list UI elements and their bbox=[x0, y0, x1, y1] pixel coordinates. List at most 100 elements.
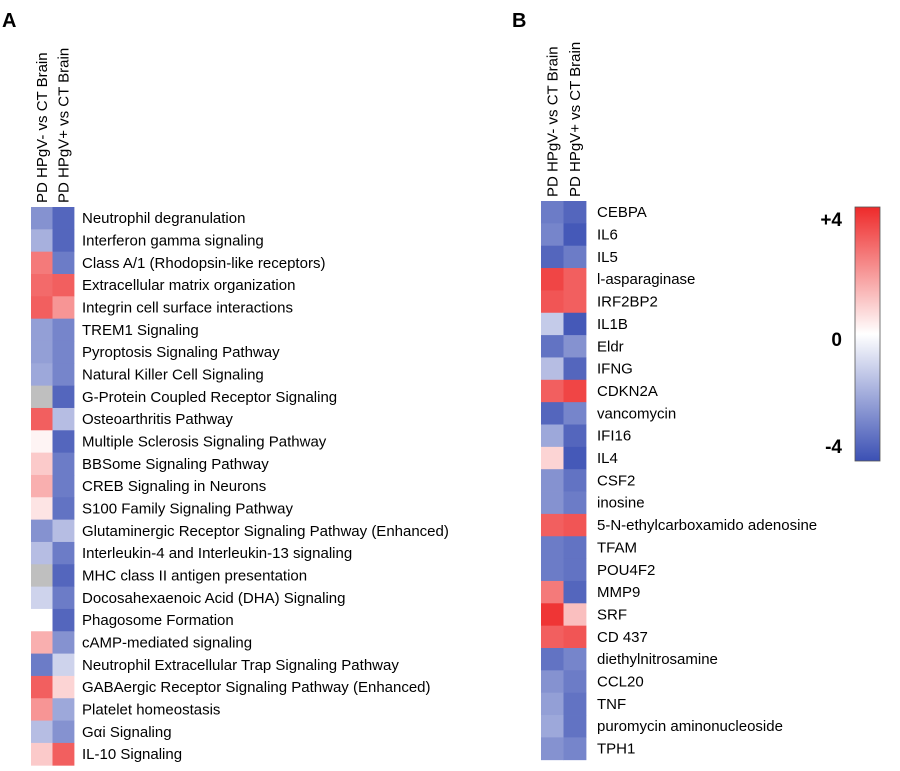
row-label: Osteoarthritis Pathway bbox=[82, 411, 233, 428]
panel-letter-b: B bbox=[512, 10, 526, 32]
row-label: S100 Family Signaling Pathway bbox=[82, 500, 293, 517]
row-label: Pyroptosis Signaling Pathway bbox=[82, 344, 280, 361]
row-label: IFNG bbox=[597, 361, 633, 378]
heatmap-panel-a: PD HPgV- vs CT Brain PD HPgV+ vs CT Brain… bbox=[31, 48, 449, 766]
heatmap-cell bbox=[31, 430, 53, 454]
color-scale-mid-label: 0 bbox=[831, 330, 842, 351]
row-label: POU4F2 bbox=[597, 562, 655, 579]
heatmap-cell bbox=[31, 631, 53, 654]
panel-letter-a: A bbox=[2, 10, 16, 32]
heatmap-cell bbox=[52, 407, 75, 431]
heatmap-cell bbox=[31, 698, 53, 721]
row-label: IL5 bbox=[597, 249, 618, 266]
heatmap-cell bbox=[563, 379, 587, 403]
heatmap-cell bbox=[563, 491, 587, 515]
heatmap-cell bbox=[52, 720, 75, 744]
row-label: TPH1 bbox=[597, 741, 635, 758]
heatmap-cell bbox=[541, 469, 564, 492]
row-label: Interferon gamma signaling bbox=[82, 232, 264, 249]
heatmap-cell bbox=[31, 653, 53, 677]
heatmap-cell bbox=[563, 223, 587, 247]
row-label: IL6 bbox=[597, 227, 618, 244]
heatmap-cell bbox=[563, 446, 587, 470]
heatmap-cell bbox=[563, 268, 587, 291]
heatmap-cell bbox=[31, 340, 53, 364]
heatmap-cell bbox=[541, 312, 564, 336]
row-label: IL-10 Signaling bbox=[82, 746, 182, 763]
row-label: CSF2 bbox=[597, 472, 635, 489]
heatmap-cell bbox=[563, 536, 587, 559]
heatmap-cell bbox=[563, 312, 587, 336]
heatmap-cell bbox=[541, 715, 564, 738]
row-label: CD 437 bbox=[597, 629, 648, 646]
heatmap-cell bbox=[563, 335, 587, 358]
heatmap-cell bbox=[52, 229, 75, 253]
heatmap-cell bbox=[52, 586, 75, 610]
row-label: Phagosome Formation bbox=[82, 612, 234, 629]
heatmap-cell bbox=[541, 424, 564, 448]
heatmap-cell bbox=[541, 670, 564, 694]
heatmap-cell bbox=[541, 648, 564, 671]
row-label: Multiple Sclerosis Signaling Pathway bbox=[82, 433, 327, 450]
heatmap-cell bbox=[541, 446, 564, 470]
row-label: Platelet homeostasis bbox=[82, 701, 220, 718]
heatmap-cell bbox=[541, 223, 564, 247]
row-label: cAMP-mediated signaling bbox=[82, 634, 252, 651]
row-label: l-asparaginase bbox=[597, 271, 695, 288]
row-label: Eldr bbox=[597, 338, 624, 355]
heatmap-cell bbox=[541, 491, 564, 515]
heatmap-cell bbox=[541, 513, 564, 537]
heatmap-cell bbox=[52, 273, 75, 297]
row-label: Class A/1 (Rhodopsin-like receptors) bbox=[82, 255, 325, 272]
row-label: IFI16 bbox=[597, 428, 631, 445]
heatmap-cell bbox=[563, 357, 587, 381]
row-label: IL4 bbox=[597, 450, 618, 467]
heatmap-cell bbox=[52, 608, 75, 632]
heatmap-cell bbox=[541, 379, 564, 403]
row-label: inosine bbox=[597, 495, 645, 512]
heatmap-cell bbox=[52, 541, 75, 565]
row-label: 5-N-ethylcarboxamido adenosine bbox=[597, 517, 817, 534]
heatmap-cell bbox=[31, 541, 53, 565]
heatmap-cell bbox=[541, 201, 564, 224]
heatmap-cell bbox=[563, 201, 587, 224]
heatmap-cell bbox=[31, 407, 53, 431]
heatmap-cell bbox=[52, 698, 75, 721]
heatmap-cell bbox=[52, 430, 75, 454]
row-label: diethylnitrosamine bbox=[597, 651, 718, 668]
row-label: Interleukin-4 and Interleukin-13 signali… bbox=[82, 545, 352, 562]
row-label: BBSome Signaling Pathway bbox=[82, 456, 269, 473]
heatmap-cell bbox=[563, 692, 587, 716]
row-label: Neutrophil Extracellular Trap Signaling … bbox=[82, 657, 399, 674]
row-label: G-Protein Coupled Receptor Signaling bbox=[82, 389, 337, 406]
heatmap-cell bbox=[541, 603, 564, 627]
row-label: CCL20 bbox=[597, 674, 644, 691]
heatmap-cell bbox=[52, 742, 75, 766]
row-label: Glutaminergic Receptor Signaling Pathway… bbox=[82, 523, 449, 540]
row-label: CEBPA bbox=[597, 204, 647, 221]
column-header: PD HPgV- vs CT Brain bbox=[544, 46, 561, 197]
row-label: TFAM bbox=[597, 539, 637, 556]
heatmap-cell bbox=[541, 245, 564, 269]
heatmap-cell bbox=[31, 675, 53, 699]
heatmap-cell bbox=[31, 385, 53, 409]
heatmap-cell bbox=[563, 625, 587, 649]
heatmap-cell bbox=[563, 424, 587, 448]
heatmap-cell bbox=[52, 318, 75, 342]
heatmap-cell bbox=[52, 296, 75, 320]
heatmap-cell bbox=[31, 229, 53, 253]
color-scale-bar bbox=[854, 206, 881, 462]
row-label: CREB Signaling in Neurons bbox=[82, 478, 266, 495]
heatmap-cell bbox=[52, 519, 75, 543]
heatmap-cell bbox=[52, 474, 75, 498]
heatmap-cell bbox=[563, 402, 587, 425]
heatmap-cell bbox=[31, 497, 53, 521]
heatmap-cell bbox=[541, 737, 564, 761]
row-label: MMP9 bbox=[597, 584, 640, 601]
row-label: IL1B bbox=[597, 316, 628, 333]
heatmap-cell bbox=[563, 558, 587, 582]
row-label: Extracellular matrix organization bbox=[82, 277, 295, 294]
row-label: vancomycin bbox=[597, 405, 676, 422]
color-scale-legend: +4 0 -4 bbox=[820, 206, 881, 462]
